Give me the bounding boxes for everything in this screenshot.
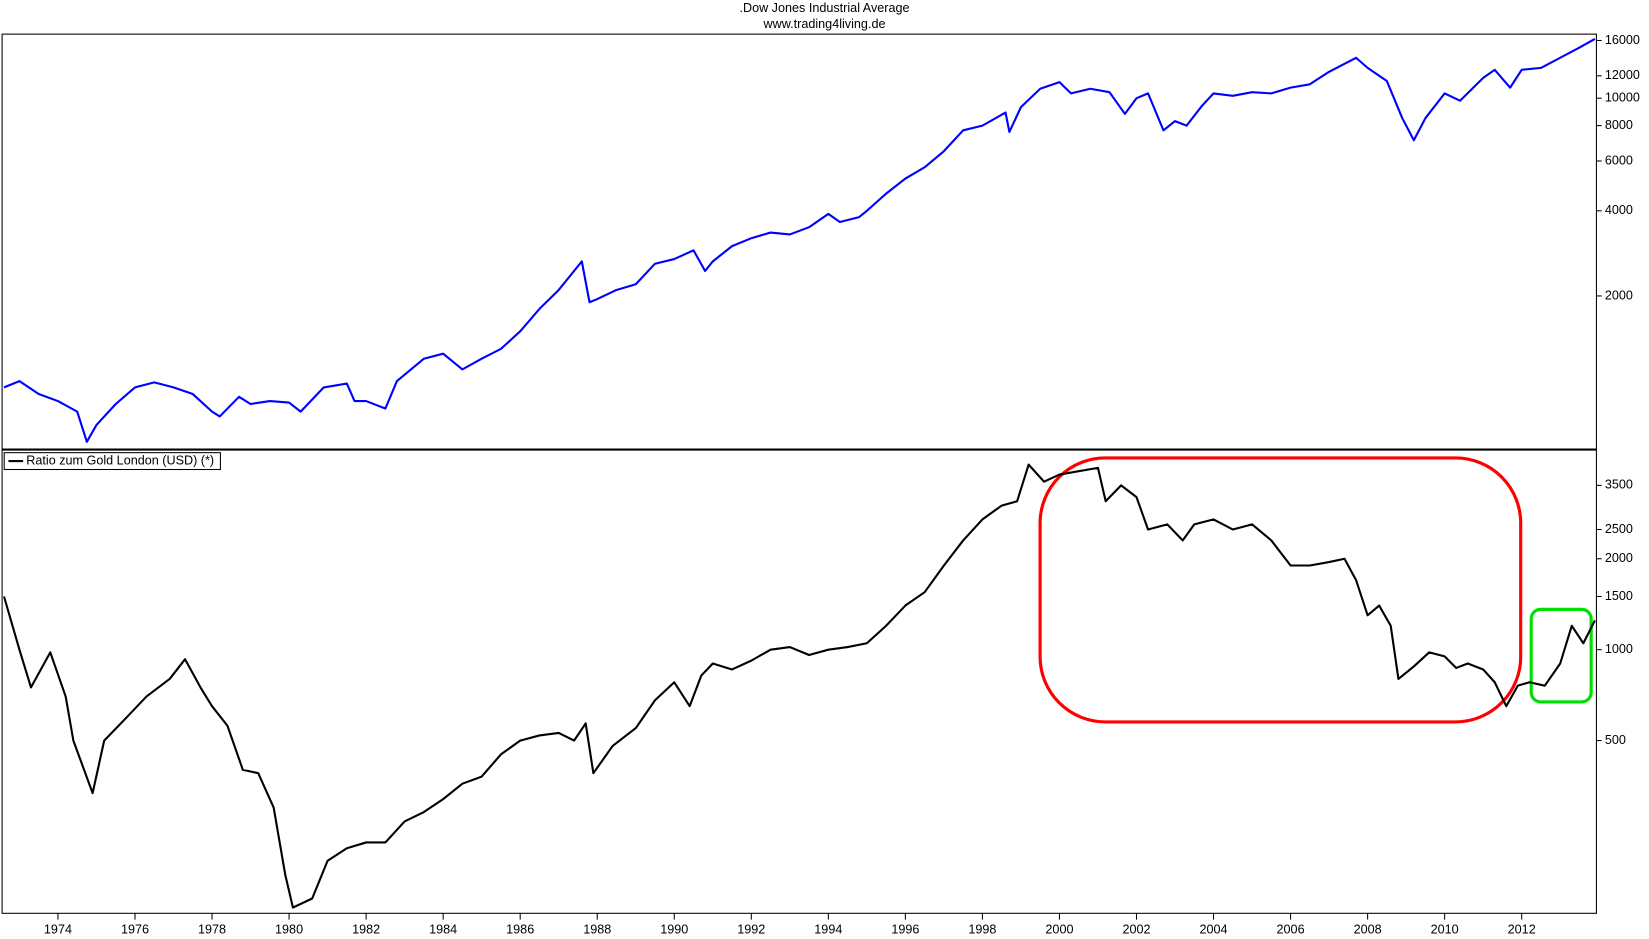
- data-line: [3, 38, 1596, 443]
- x-tick-label: 1998: [968, 922, 996, 936]
- y-tick-label: 16000: [1605, 33, 1640, 47]
- y-tick-label: 8000: [1605, 118, 1633, 132]
- x-tick-label: 1988: [583, 922, 611, 936]
- x-tick-label: 2000: [1045, 922, 1073, 936]
- x-tick-label: 1996: [891, 922, 919, 936]
- x-tick-label: 1986: [506, 922, 534, 936]
- data-line: [3, 463, 1596, 909]
- y-tick-label: 10000: [1605, 91, 1640, 105]
- x-tick-label: 1992: [737, 922, 765, 936]
- x-tick-label: 1984: [429, 922, 457, 936]
- chart-title: .Dow Jones Industrial Average: [739, 1, 909, 15]
- y-tick-label: 2000: [1605, 551, 1633, 565]
- y-tick-label: 3500: [1605, 478, 1633, 492]
- chart-subtitle: www.trading4living.de: [763, 17, 886, 31]
- y-tick-label: 1500: [1605, 589, 1633, 603]
- x-tick-label: 1994: [814, 922, 842, 936]
- x-tick-label: 1974: [44, 922, 72, 936]
- x-tick-label: 2004: [1200, 922, 1228, 936]
- x-tick-label: 1980: [275, 922, 303, 936]
- x-tick-label: 2012: [1508, 922, 1536, 936]
- y-tick-label: 2500: [1605, 522, 1633, 536]
- y-tick-label: 500: [1605, 733, 1626, 747]
- green-highlight: [1529, 607, 1593, 704]
- x-tick-label: 1982: [352, 922, 380, 936]
- y-tick-label: 2000: [1605, 288, 1633, 302]
- x-tick-label: 1978: [198, 922, 226, 936]
- x-tick-label: 1976: [121, 922, 149, 936]
- y-tick-label: 4000: [1605, 203, 1633, 217]
- legend-label: Ratio zum Gold London (USD) (*): [26, 453, 214, 467]
- x-tick-label: 2006: [1277, 922, 1305, 936]
- y-tick-label: 12000: [1605, 68, 1640, 82]
- x-tick-label: 1990: [660, 922, 688, 936]
- x-tick-label: 2002: [1122, 922, 1150, 936]
- y-tick-label: 6000: [1605, 153, 1633, 167]
- red-highlight: [1038, 456, 1523, 724]
- x-tick-label: 2010: [1431, 922, 1459, 936]
- legend-box: [3, 452, 221, 471]
- x-tick-label: 2008: [1354, 922, 1382, 936]
- y-tick-label: 1000: [1605, 642, 1633, 656]
- plot-frame: [1, 33, 1597, 914]
